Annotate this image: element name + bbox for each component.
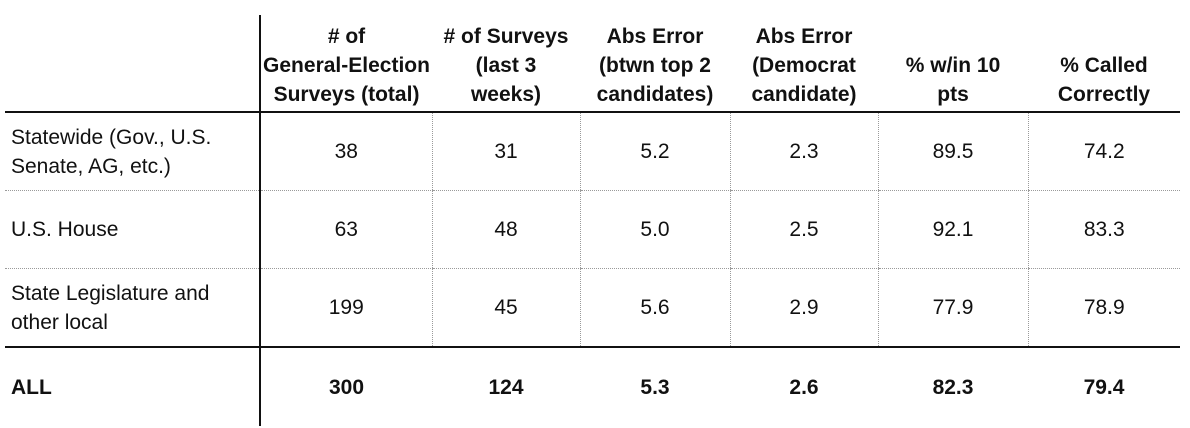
header-line: candidates) <box>596 83 714 106</box>
cell-abs-error-top2: 5.6 <box>579 268 730 348</box>
header-line: % w/in 10 <box>905 54 1001 77</box>
header-line: Correctly <box>1057 83 1151 106</box>
header-abs-error-top2: Abs Error (btwn top 2 candidates) <box>580 15 730 113</box>
cell-total-surveys: 38 <box>259 112 432 191</box>
header-line: (btwn top 2 <box>599 54 711 77</box>
row-label-line: Senate, AG, etc.) <box>11 154 171 178</box>
header-line: % Called <box>1060 54 1148 77</box>
total-label: ALL <box>11 375 52 399</box>
cell-total-surveys: 199 <box>259 268 432 348</box>
cell-last-3-weeks: 48 <box>431 190 580 269</box>
header-line: candidate) <box>751 83 857 106</box>
row-label: Statewide (Gov., U.S. Senate, AG, etc.) <box>5 112 260 191</box>
cell-abs-error-democrat: 2.3 <box>729 112 878 191</box>
header-called-correctly: % Called Correctly <box>1028 15 1180 113</box>
table-row-us-house: U.S. House 63 48 5.0 2.5 92.1 83.3 <box>5 190 1180 269</box>
cell-abs-error-democrat: 2.5 <box>729 190 878 269</box>
header-line: (last 3 <box>475 54 537 77</box>
cell-called-correctly: 74.2 <box>1027 112 1180 191</box>
cell-called-correctly: 83.3 <box>1027 190 1180 269</box>
cell-called-correctly: 78.9 <box>1027 268 1180 348</box>
poll-accuracy-table: # of General-Election Surveys (total) # … <box>5 15 1180 426</box>
header-abs-error-democrat: Abs Error (Democrat candidate) <box>730 15 878 113</box>
row-label: State Legislature and other local <box>5 268 260 348</box>
total-total-surveys: 300 <box>259 347 432 426</box>
row-label: U.S. House <box>5 190 260 269</box>
header-line: Surveys (total) <box>273 83 420 106</box>
header-line: Abs Error <box>755 25 853 48</box>
header-last-3-weeks: # of Surveys (last 3 weeks) <box>432 15 580 113</box>
header-line: weeks) <box>470 83 542 106</box>
header-total-surveys: # of General-Election Surveys (total) <box>259 15 432 113</box>
total-last-3-weeks: 124 <box>488 375 524 399</box>
header-line: pts <box>937 83 969 106</box>
table-row-statewide: Statewide (Gov., U.S. Senate, AG, etc.) … <box>5 112 1180 191</box>
cell-within-10-pts: 77.9 <box>877 268 1028 348</box>
header-line: (Democrat <box>752 54 856 77</box>
cell-total-surveys: 63 <box>259 190 432 269</box>
table-row-state-legislature: State Legislature and other local 199 45… <box>5 268 1180 348</box>
header-within-10-pts: % w/in 10 pts <box>878 15 1028 113</box>
cell-last-3-weeks: 31 <box>431 112 580 191</box>
row-label-line: U.S. House <box>11 218 119 241</box>
table-row-all-total: ALL 300 124 5.3 2.6 82.3 79.4 <box>5 347 1180 426</box>
header-line: # of Surveys <box>443 25 569 48</box>
header-line: # of <box>327 25 366 48</box>
cell-within-10-pts: 89.5 <box>877 112 1028 191</box>
cell-abs-error-democrat: 2.9 <box>729 268 878 348</box>
total-within-10-pts: 82.3 <box>932 375 974 399</box>
header-row: # of General-Election Surveys (total) # … <box>5 15 1180 113</box>
total-abs-error-democrat: 2.6 <box>789 375 819 399</box>
cell-abs-error-top2: 5.2 <box>579 112 730 191</box>
header-blank-cell <box>5 15 260 113</box>
cell-within-10-pts: 92.1 <box>877 190 1028 269</box>
cell-abs-error-top2: 5.0 <box>579 190 730 269</box>
cell-last-3-weeks: 45 <box>431 268 580 348</box>
total-abs-error-top2: 5.3 <box>640 375 670 399</box>
header-line: Abs Error <box>606 25 704 48</box>
total-called-correctly: 79.4 <box>1083 375 1125 399</box>
row-label-line: other local <box>11 310 108 334</box>
row-label-line: Statewide (Gov., U.S. <box>11 125 212 149</box>
header-line: General-Election <box>263 54 430 77</box>
row-label-line: State Legislature and <box>11 281 210 305</box>
